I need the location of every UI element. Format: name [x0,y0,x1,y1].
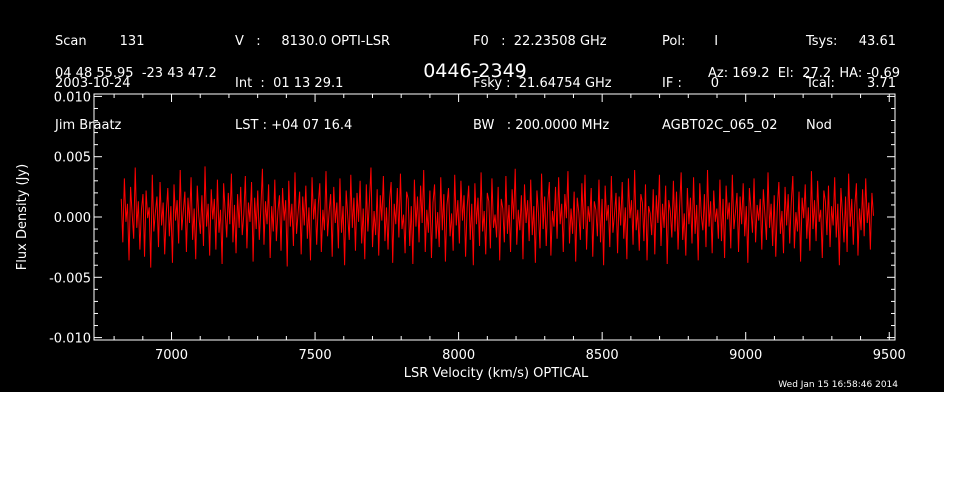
axis-ticks [94,94,895,340]
x-tick-label: 8500 [586,348,619,363]
y-axis-label: Flux Density (Jy) [15,164,30,270]
y-tick-label: -0.005 [49,271,91,286]
header-lst: LST : +04 07 16.4 [235,118,353,133]
x-tick-label: 7500 [299,348,332,363]
x-tick-label: 9500 [873,348,906,363]
header-f0: F0 : 22.23508 GHz [473,34,607,49]
header-scan: Scan 131 [55,34,145,49]
axis-tick-labels: 7000 7500 8000 8500 9000 9500 0.010 0.005 0.000 -… [49,90,906,363]
header-velocity-block: V : 8130.0 OPTI-LSR Int : 01 13 29.1 LST… [235,7,390,161]
plot-panel: 7000 7500 8000 8500 9000 9500 0.010 0.005 0.000 -… [0,0,944,392]
header-pol-block: Pol: I IF : 0 AGBT02C_065_02 [662,7,778,161]
header-nod-label: Nod [806,118,832,133]
header-frequency-block: F0 : 22.23508 GHz Fsky : 21.64754 GHz BW… [473,7,612,161]
x-tick-label: 7000 [155,348,188,363]
header-tsys-values: 43.61 3.71 [840,7,896,161]
header-observer: Jim Braatz [55,118,122,133]
header-tcal-label: Tcal: [806,76,835,91]
header-date: 2003-10-24 [55,76,131,91]
source-name: 0446-2349 [423,60,527,82]
x-tick-label: 9000 [729,348,762,363]
header-if: IF : 0 [662,76,720,91]
header-integration: Int : 01 13 29.1 [235,76,344,91]
source-coordinates: 04 48 55.95 -23 43 47.2 [55,66,217,81]
header-tsys-value: 43.61 [858,34,896,49]
header-velocity: V : 8130.0 OPTI-LSR [235,34,391,49]
az-el-ha: Az: 169.2 El: 27.2 HA: -0.69 [708,66,900,81]
x-axis-label: LSR Velocity (km/s) OPTICAL [404,366,589,381]
spectrum-chart: 7000 7500 8000 8500 9000 9500 0.010 0.005 0.000 -… [15,90,906,381]
header-tcal-value: 3.71 [867,76,896,91]
y-tick-label: 0.010 [54,90,91,105]
x-tick-label: 8000 [442,348,475,363]
header-scan-block: Scan 131 2003-10-24 Jim Braatz [55,7,144,161]
header-tsys-label: Tsys: [806,34,838,49]
spectrum-trace [120,166,874,268]
header-bandwidth: BW : 200.0000 MHz [473,118,610,133]
header-project: AGBT02C_065_02 [662,118,778,133]
header-nod-value [840,119,896,133]
y-tick-label: -0.010 [49,332,91,347]
header-fsky: Fsky : 21.64754 GHz [473,76,612,91]
y-tick-label: 0.005 [54,151,91,166]
timestamp: Wed Jan 15 16:58:46 2014 [778,380,898,390]
header-tsys-labels: Tsys: Tcal: Nod [806,7,837,161]
header-pol: Pol: I [662,34,719,49]
y-tick-label: 0.000 [54,211,91,226]
